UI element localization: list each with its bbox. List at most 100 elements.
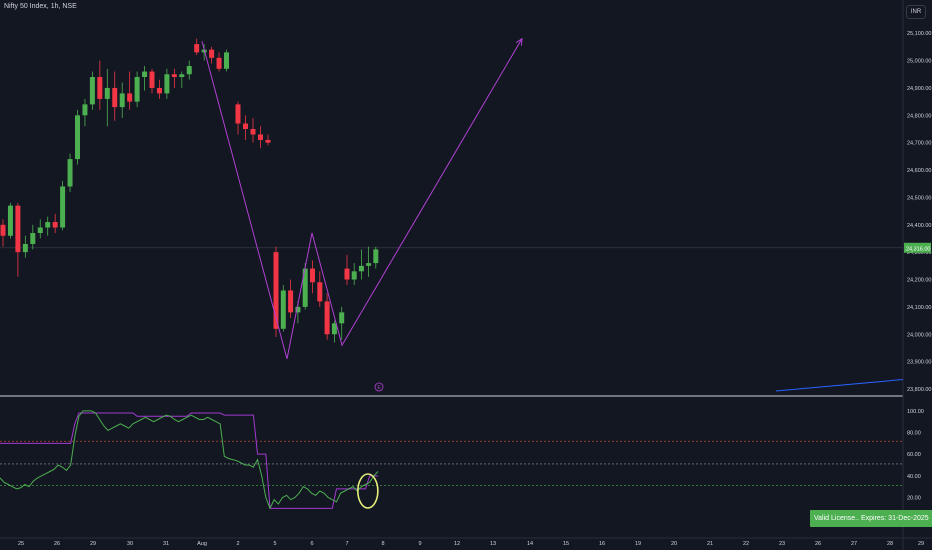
candle <box>224 52 229 69</box>
candle <box>280 290 286 329</box>
time-tick-label: 16 <box>599 541 605 547</box>
time-tick-label: 19 <box>635 541 641 547</box>
candle <box>142 71 148 77</box>
candle <box>67 159 73 187</box>
candle <box>37 227 43 233</box>
candle <box>45 222 51 228</box>
time-tick-label: 13 <box>490 541 496 547</box>
candle <box>89 77 95 105</box>
candle <box>194 44 200 53</box>
candle <box>156 87 162 94</box>
candle <box>273 252 279 329</box>
price-tick-label: 24,500.00 <box>907 195 931 201</box>
time-tick-label: 12 <box>454 541 460 547</box>
candle <box>112 87 118 108</box>
time-tick-label: 2 <box>236 541 239 547</box>
time-tick-label: 15 <box>563 541 569 547</box>
time-tick-label: 23 <box>779 541 785 547</box>
time-tick-label: 28 <box>887 541 893 547</box>
price-tick-label: 24,100.00 <box>907 305 931 311</box>
price-tick-label: 24,800.00 <box>907 113 931 119</box>
time-tick-label: 21 <box>707 541 713 547</box>
price-tick-label: 24,600.00 <box>907 168 931 174</box>
candle <box>134 77 140 102</box>
chart-title: Nifty 50 Index, 1h, NSE <box>4 3 77 10</box>
time-tick-label: 14 <box>527 541 533 547</box>
time-tick-label: Aug <box>197 541 207 547</box>
time-tick-label: 26 <box>54 541 60 547</box>
price-tick-label: 23,900.00 <box>907 360 931 366</box>
time-tick-label: 5 <box>273 541 276 547</box>
price-tick-label: 24,700.00 <box>907 141 931 147</box>
candle <box>171 74 177 77</box>
oscillator-series-line <box>0 410 379 510</box>
price-tick-label: 24,900.00 <box>907 86 931 92</box>
candle <box>15 205 21 253</box>
candle <box>179 74 185 77</box>
highlight-circle <box>357 473 379 509</box>
candle <box>344 268 350 280</box>
candle <box>30 233 36 244</box>
price-tick-label: 24,300.00 <box>907 250 931 256</box>
candle <box>149 71 155 88</box>
price-tick-label: 25,100.00 <box>907 31 931 37</box>
time-tick-label: 20 <box>671 541 677 547</box>
candle <box>243 123 248 129</box>
oscillator-series-line <box>0 412 378 509</box>
candle <box>250 129 256 135</box>
time-tick-label: 29 <box>90 541 96 547</box>
time-tick-label: 25 <box>18 541 24 547</box>
price-tick-label: 23,800.00 <box>907 387 931 393</box>
price-tick-label: 25,000.00 <box>907 59 931 65</box>
event-marker-icon[interactable] <box>374 382 384 392</box>
wave-arrow-head <box>515 37 523 46</box>
candle <box>258 134 263 140</box>
license-badge: Valid License.. Expires: 31-Dec-2025 <box>810 510 932 527</box>
candle <box>209 49 215 58</box>
price-tick-label: 24,400.00 <box>907 223 931 229</box>
candle <box>164 74 170 94</box>
oscillator-tick-label: 20.00 <box>907 496 921 502</box>
candle <box>235 104 241 124</box>
price-tick-label: 24,200.00 <box>907 278 931 284</box>
candle <box>216 57 222 69</box>
currency-button[interactable]: INR <box>906 5 926 19</box>
wave-projection-line <box>201 38 523 360</box>
time-tick-label: 27 <box>851 541 857 547</box>
candle <box>82 104 88 116</box>
candle <box>331 323 337 335</box>
candle <box>288 290 294 313</box>
candle <box>7 205 13 236</box>
candle <box>0 224 6 236</box>
oscillator-tick-label: 60.00 <box>907 452 921 458</box>
time-tick-label: 31 <box>163 541 169 547</box>
candle <box>302 268 308 307</box>
candle <box>104 87 110 99</box>
candle <box>358 265 364 272</box>
candle <box>119 93 125 108</box>
candle <box>60 186 66 228</box>
candle <box>317 282 323 302</box>
time-tick-label: 8 <box>381 541 384 547</box>
candle <box>366 263 372 266</box>
candle <box>339 312 345 324</box>
candle <box>310 268 315 283</box>
last-price-badge <box>904 242 931 253</box>
trendline <box>775 379 904 392</box>
time-tick-label: 29 <box>918 541 924 547</box>
price-tick-label: 24,000.00 <box>907 332 931 338</box>
candle <box>97 77 103 99</box>
time-tick-label: 30 <box>127 541 133 547</box>
candle <box>186 66 192 75</box>
time-tick-label: 9 <box>418 541 421 547</box>
candle <box>324 301 330 335</box>
oscillator-tick-label: 80.00 <box>907 431 921 437</box>
candle <box>265 139 271 143</box>
time-tick-label: 26 <box>815 541 821 547</box>
candle <box>351 271 357 280</box>
candle <box>127 93 133 102</box>
candle <box>22 243 28 253</box>
time-tick-label: 7 <box>345 541 348 547</box>
candle <box>373 249 379 264</box>
